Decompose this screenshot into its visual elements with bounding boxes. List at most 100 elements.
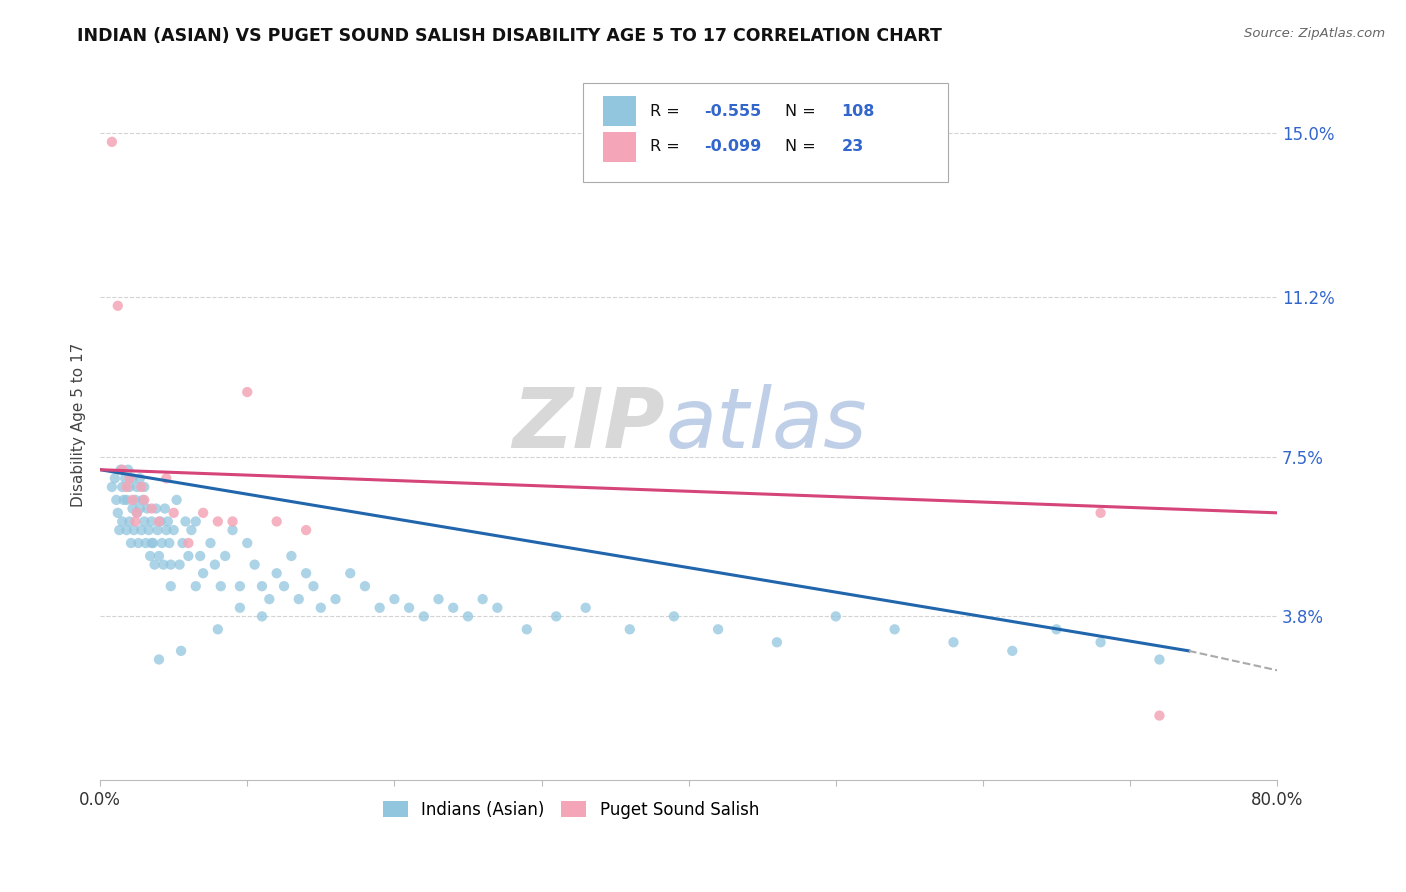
Point bbox=[153, 501, 176, 516]
Point bbox=[266, 515, 288, 529]
Point bbox=[250, 609, 273, 624]
Point bbox=[200, 536, 222, 550]
Point bbox=[1001, 644, 1024, 658]
Text: Source: ZipAtlas.com: Source: ZipAtlas.com bbox=[1244, 27, 1385, 40]
Point bbox=[883, 623, 905, 637]
Point bbox=[156, 515, 179, 529]
Point bbox=[118, 480, 141, 494]
Point bbox=[191, 506, 214, 520]
Point bbox=[170, 644, 193, 658]
Point bbox=[1149, 708, 1171, 723]
Point bbox=[766, 635, 789, 649]
Text: ZIP: ZIP bbox=[512, 384, 665, 465]
Point bbox=[115, 523, 138, 537]
Point bbox=[1090, 635, 1112, 649]
Point bbox=[111, 515, 134, 529]
Text: 108: 108 bbox=[842, 103, 875, 119]
Point bbox=[166, 492, 188, 507]
Point bbox=[619, 623, 641, 637]
Point bbox=[125, 480, 148, 494]
Point bbox=[412, 609, 434, 624]
Text: N =: N = bbox=[785, 139, 821, 154]
Point bbox=[134, 515, 156, 529]
Point bbox=[138, 523, 160, 537]
Point bbox=[295, 566, 318, 581]
Point bbox=[107, 299, 129, 313]
Point bbox=[236, 536, 259, 550]
Point bbox=[122, 523, 145, 537]
Point bbox=[1090, 506, 1112, 520]
Point bbox=[108, 523, 131, 537]
Point bbox=[157, 536, 180, 550]
Point bbox=[111, 480, 134, 494]
Point bbox=[1045, 623, 1067, 637]
Point bbox=[280, 549, 302, 563]
Point bbox=[148, 652, 170, 666]
Point bbox=[141, 536, 163, 550]
Point bbox=[1149, 652, 1171, 666]
Point bbox=[132, 492, 155, 507]
Bar bbox=[603, 132, 636, 161]
Point bbox=[184, 579, 207, 593]
Point bbox=[139, 549, 162, 563]
Point bbox=[110, 463, 132, 477]
Point bbox=[121, 501, 143, 516]
Point bbox=[152, 558, 174, 572]
Point bbox=[127, 536, 149, 550]
Point bbox=[143, 558, 166, 572]
Point bbox=[266, 566, 288, 581]
Point bbox=[707, 623, 730, 637]
Text: R =: R = bbox=[650, 139, 685, 154]
Point bbox=[128, 501, 150, 516]
Point bbox=[131, 523, 153, 537]
Text: atlas: atlas bbox=[665, 384, 866, 465]
Point bbox=[295, 523, 318, 537]
Point bbox=[141, 501, 163, 516]
Point bbox=[302, 579, 325, 593]
Point bbox=[309, 600, 332, 615]
Point bbox=[214, 549, 236, 563]
Point bbox=[135, 536, 157, 550]
Point bbox=[142, 536, 165, 550]
Point bbox=[229, 600, 252, 615]
Point bbox=[191, 566, 214, 581]
Point bbox=[125, 506, 148, 520]
Point bbox=[427, 592, 450, 607]
Point bbox=[112, 492, 135, 507]
Point bbox=[354, 579, 377, 593]
Point bbox=[486, 600, 509, 615]
Text: -0.555: -0.555 bbox=[704, 103, 761, 119]
Point bbox=[120, 536, 142, 550]
Point bbox=[107, 506, 129, 520]
Point bbox=[368, 600, 391, 615]
Y-axis label: Disability Age 5 to 17: Disability Age 5 to 17 bbox=[72, 343, 86, 507]
Point bbox=[177, 536, 200, 550]
Point bbox=[516, 623, 538, 637]
Point bbox=[243, 558, 266, 572]
Point bbox=[172, 536, 194, 550]
Text: -0.099: -0.099 bbox=[704, 139, 761, 154]
Point bbox=[118, 515, 141, 529]
Point bbox=[136, 501, 159, 516]
Point bbox=[384, 592, 406, 607]
Point bbox=[546, 609, 568, 624]
Point bbox=[824, 609, 846, 624]
Point bbox=[125, 506, 148, 520]
Point bbox=[117, 463, 139, 477]
Point bbox=[134, 480, 156, 494]
Point bbox=[124, 515, 146, 529]
Point bbox=[174, 515, 197, 529]
Text: INDIAN (ASIAN) VS PUGET SOUND SALISH DISABILITY AGE 5 TO 17 CORRELATION CHART: INDIAN (ASIAN) VS PUGET SOUND SALISH DIS… bbox=[77, 27, 942, 45]
Point bbox=[209, 579, 232, 593]
Point bbox=[207, 515, 229, 529]
Point bbox=[169, 558, 191, 572]
Point bbox=[105, 492, 128, 507]
Point bbox=[575, 600, 598, 615]
Point bbox=[662, 609, 685, 624]
Point bbox=[184, 515, 207, 529]
Point bbox=[188, 549, 211, 563]
Point bbox=[146, 523, 169, 537]
Point bbox=[114, 471, 136, 485]
Point bbox=[101, 480, 124, 494]
Point bbox=[942, 635, 965, 649]
